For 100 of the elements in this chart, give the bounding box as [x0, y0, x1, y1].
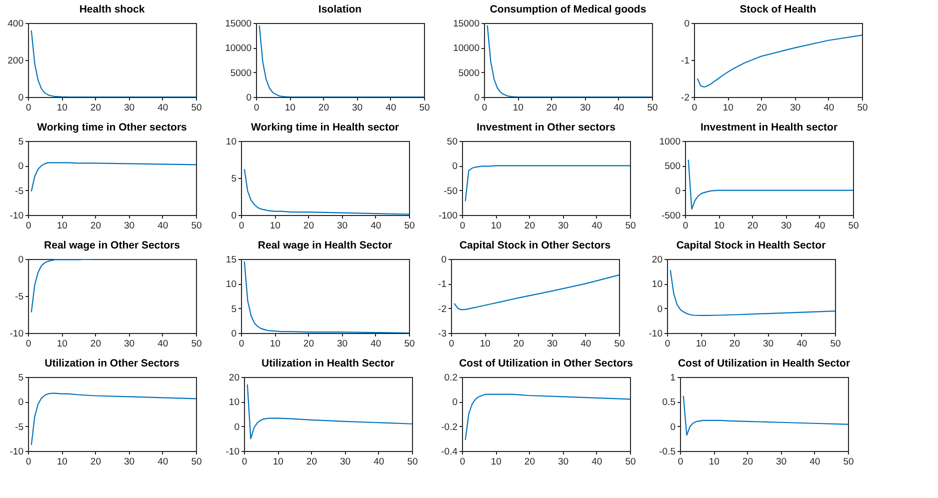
- x-tick-label: 20: [303, 220, 314, 232]
- x-tick-label: 40: [158, 338, 168, 350]
- y-tick-label: 5: [18, 136, 24, 148]
- x-tick-label: 10: [56, 102, 68, 114]
- x-tick-label: 50: [857, 102, 868, 114]
- y-tick-label: 0: [474, 92, 480, 104]
- x-tick-label: 20: [90, 102, 101, 114]
- y-tick-label: -50: [444, 186, 458, 197]
- x-tick-label: 40: [824, 102, 834, 114]
- x-tick-label: 10: [56, 220, 68, 232]
- y-tick-label: 1: [670, 372, 676, 384]
- x-tick-label: 30: [124, 456, 135, 468]
- y-tick-label: 20: [228, 372, 240, 384]
- x-tick-label: 20: [318, 102, 329, 114]
- y-tick-label: 10: [228, 397, 240, 408]
- x-tick-label: 40: [158, 102, 168, 114]
- line-series: [486, 24, 652, 97]
- y-tick-label: 5: [18, 372, 24, 384]
- x-tick-label: 40: [810, 456, 820, 468]
- chart-title: Cost of Utilization in Health Sector: [678, 358, 850, 370]
- x-tick-label: 10: [708, 456, 720, 468]
- x-tick-label: 40: [814, 220, 826, 232]
- y-tick-label: 0: [231, 328, 236, 340]
- y-tick-label: 0: [675, 186, 680, 197]
- chart-title: Utilization in Other Sectors: [44, 358, 180, 370]
- y-tick-label: 20: [652, 254, 662, 266]
- x-tick-label: 10: [270, 220, 280, 232]
- y-tick-label: 10000: [225, 43, 252, 54]
- x-tick-label: 10: [512, 102, 524, 114]
- y-tick-label: 0.5: [662, 397, 676, 408]
- x-tick-label: 20: [747, 220, 758, 232]
- x-tick-label: 50: [191, 456, 202, 468]
- y-tick-label: -1: [681, 56, 690, 66]
- x-tick-label: 10: [490, 220, 502, 232]
- x-tick-label: 50: [419, 102, 430, 114]
- x-tick-label: 10: [284, 102, 296, 114]
- x-tick-label: 40: [158, 456, 168, 468]
- chart-title: Working time in Health sector: [251, 122, 399, 134]
- chart-title: Isolation: [318, 4, 362, 16]
- line-series: [30, 162, 196, 192]
- x-tick-label: 20: [756, 102, 767, 114]
- x-tick-label: 30: [790, 102, 801, 114]
- y-tick-label: 0: [684, 18, 690, 30]
- x-tick-label: 40: [592, 456, 602, 468]
- x-tick-label: 20: [524, 456, 535, 468]
- x-tick-label: 50: [404, 338, 415, 350]
- x-tick-label: 0: [26, 102, 32, 114]
- x-tick-label: 30: [124, 102, 135, 114]
- y-tick-label: -5: [15, 422, 24, 433]
- x-tick-label: 0: [26, 220, 32, 232]
- line-series: [688, 159, 853, 210]
- line-series: [696, 34, 862, 88]
- x-tick-label: 20: [546, 102, 557, 114]
- y-tick-label: 15000: [225, 18, 252, 30]
- x-tick-label: 50: [404, 220, 415, 232]
- chart-title: Working time in Other sectors: [37, 122, 188, 134]
- x-tick-label: 30: [558, 456, 569, 468]
- x-tick-label: 40: [614, 102, 624, 114]
- y-tick-label: -10: [10, 328, 24, 340]
- y-tick-label: 0: [234, 422, 240, 433]
- x-tick-label: 10: [714, 220, 724, 232]
- x-tick-label: 30: [776, 456, 787, 468]
- chart-title: Stock of Health: [740, 4, 816, 16]
- line-series: [464, 394, 630, 440]
- y-tick-label: 0: [231, 210, 236, 222]
- y-tick-label: 0: [18, 254, 24, 266]
- line-series: [30, 392, 196, 446]
- y-tick-label: 0: [441, 254, 446, 266]
- line-series: [246, 384, 412, 440]
- line-series: [244, 168, 409, 215]
- x-tick-label: 40: [386, 102, 396, 114]
- x-tick-label: 30: [547, 338, 558, 350]
- chart-title: Capital Stock in Health Sector: [676, 240, 826, 252]
- x-tick-label: 50: [848, 220, 859, 232]
- y-tick-label: -5: [15, 186, 24, 197]
- x-tick-label: 50: [191, 338, 202, 350]
- line-series: [30, 259, 196, 313]
- x-tick-label: 50: [843, 456, 854, 468]
- x-tick-label: 10: [722, 102, 734, 114]
- y-tick-label: -2: [681, 92, 690, 104]
- x-tick-label: 30: [124, 338, 135, 350]
- x-tick-label: 50: [407, 456, 418, 468]
- x-tick-label: 20: [90, 220, 101, 232]
- chart-title: Cost of Utilization in Other Sectors: [459, 358, 634, 370]
- y-tick-label: 0: [670, 422, 676, 433]
- x-tick-label: 20: [90, 456, 101, 468]
- x-tick-label: 10: [270, 338, 280, 350]
- x-tick-label: 0: [482, 102, 488, 114]
- chart-title: Utilization in Health Sector: [261, 358, 395, 370]
- x-tick-label: 30: [580, 102, 591, 114]
- y-tick-label: -5: [15, 292, 24, 302]
- x-tick-label: 20: [90, 338, 101, 350]
- y-tick-label: 400: [8, 18, 24, 30]
- x-tick-label: 20: [729, 338, 740, 350]
- y-tick-label: 10: [652, 279, 662, 290]
- chart-title: Investment in Other sectors: [476, 122, 616, 134]
- x-tick-label: 30: [340, 456, 351, 468]
- y-tick-label: 0: [18, 161, 24, 172]
- x-tick-label: 50: [625, 220, 636, 232]
- y-tick-label: -3: [438, 328, 446, 340]
